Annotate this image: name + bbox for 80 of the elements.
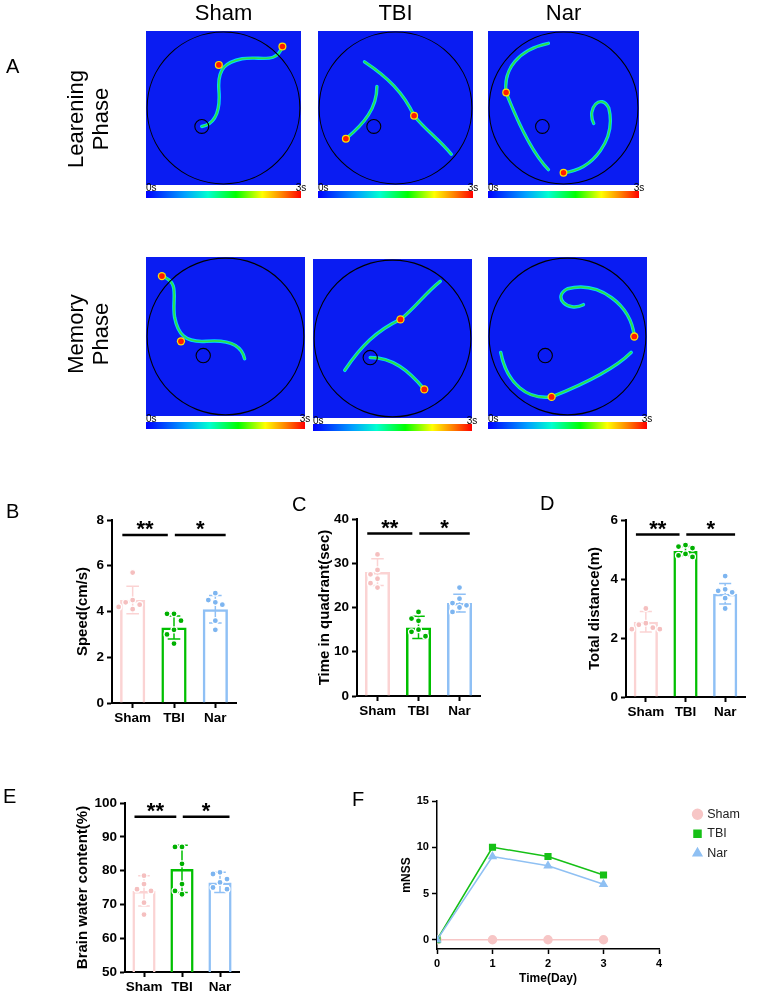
x-tick-label: Sham xyxy=(359,702,396,718)
y-tick-label: 15 xyxy=(416,794,429,807)
text: 0s xyxy=(313,415,324,426)
y-axis-title: mNSS xyxy=(398,857,413,893)
y-tick-label: 80 xyxy=(101,862,117,878)
y-tick-label: 30 xyxy=(333,554,349,570)
x-tick-label: Nar xyxy=(208,978,232,994)
x-tick-label: Sham xyxy=(125,978,163,994)
y-tick-label: 2 xyxy=(96,648,104,664)
y-tick-label: 0 xyxy=(422,932,429,945)
x-tick-label: TBI xyxy=(163,709,185,725)
annotation: * xyxy=(201,797,211,823)
annotation: * xyxy=(195,516,205,542)
legend-label: Sham xyxy=(707,806,740,821)
x-tick-label: Nar xyxy=(204,709,228,725)
x-tick-label: Sham xyxy=(627,703,665,719)
text: 0s xyxy=(146,413,157,424)
text: 3s xyxy=(641,413,653,424)
chart-title: F xyxy=(352,787,365,811)
annotation: * xyxy=(706,515,716,541)
x-tick-label: TBI xyxy=(674,703,697,719)
y-tick-label: 60 xyxy=(101,929,117,945)
text: 3s xyxy=(466,415,478,426)
x-tick-label: 3 xyxy=(600,956,607,969)
x-tick-label: 1 xyxy=(489,956,496,969)
y-tick-label: 2 xyxy=(610,629,618,645)
chart-title: D xyxy=(540,491,555,515)
x-tick-label: 4 xyxy=(655,956,663,969)
y-tick-label: 6 xyxy=(610,511,619,527)
x-tick-label: Nar xyxy=(713,703,738,719)
x-axis-title: Time(Day) xyxy=(519,971,577,986)
text: 3s xyxy=(633,182,645,193)
category-label: Memory Phase xyxy=(63,294,113,374)
annotation: ** xyxy=(649,515,667,541)
legend-label: Nar xyxy=(707,845,728,860)
x-tick-label: Sham xyxy=(114,709,152,725)
x-tick-label: TBI xyxy=(171,978,193,994)
x-tick-label: Nar xyxy=(448,702,472,718)
y-tick-label: 40 xyxy=(333,510,349,526)
y-axis-title: Brain water content(%) xyxy=(73,805,91,970)
y-tick-label: 0 xyxy=(341,687,349,703)
category-label: Learening Phase xyxy=(63,70,113,168)
y-tick-label: 10 xyxy=(333,643,349,659)
x-tick-label: 0 xyxy=(433,956,441,969)
y-tick-label: 0 xyxy=(610,688,618,704)
y-tick-label: 50 xyxy=(101,963,117,979)
x-tick-label: TBI xyxy=(407,702,430,718)
legend-label: TBI xyxy=(707,826,727,841)
chart-title: C xyxy=(292,492,307,516)
text: 0s xyxy=(488,413,499,424)
category-label: TBI xyxy=(378,0,413,26)
y-tick-label: 10 xyxy=(416,840,429,853)
y-tick-label: 6 xyxy=(96,557,105,573)
text: 3s xyxy=(295,182,307,193)
text: 0s xyxy=(488,182,499,193)
annotation: ** xyxy=(146,797,165,823)
y-tick-label: 70 xyxy=(101,896,117,912)
text: 0s xyxy=(146,182,157,193)
text: 3s xyxy=(299,413,311,424)
y-tick-label: 4 xyxy=(610,570,619,586)
annotation: * xyxy=(440,514,450,540)
y-tick-label: 8 xyxy=(96,511,105,527)
x-tick-label: 2 xyxy=(544,956,552,969)
chart-title: B xyxy=(6,499,20,523)
category-label: Nar xyxy=(545,0,582,26)
y-axis-title: Total distance(m) xyxy=(585,546,603,671)
y-tick-label: 20 xyxy=(333,599,349,615)
y-tick-label: 100 xyxy=(94,794,117,810)
y-axis-title: Time in quadrant(sec) xyxy=(315,529,333,686)
text: 3s xyxy=(467,182,479,193)
y-tick-label: 4 xyxy=(96,603,105,619)
category-label: Sham xyxy=(194,0,253,26)
text: 0s xyxy=(318,182,329,193)
y-tick-label: 90 xyxy=(101,828,117,844)
chart-title: E xyxy=(3,784,17,808)
y-tick-label: 5 xyxy=(422,886,429,899)
y-axis-title: Speed(cm/s) xyxy=(73,566,91,657)
annotation: ** xyxy=(381,514,399,540)
annotation: ** xyxy=(136,516,155,542)
text: A xyxy=(6,54,20,78)
